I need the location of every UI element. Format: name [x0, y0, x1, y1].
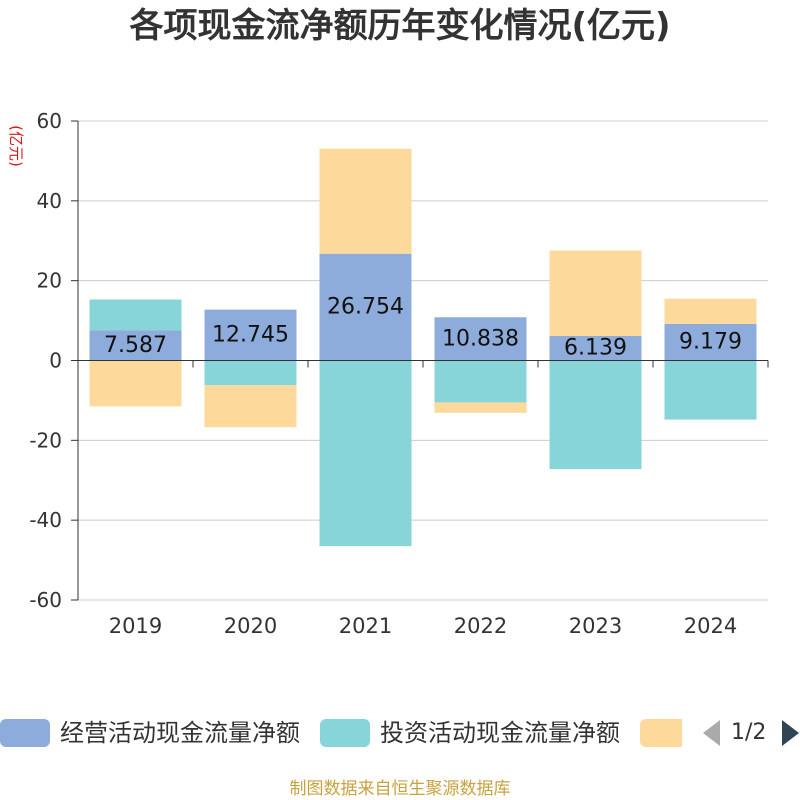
triangle-right-icon[interactable]	[782, 720, 799, 746]
legend-label: 经营活动现金流量净额	[60, 719, 300, 747]
legend-item-operating[interactable]: 经营活动现金流量净额	[0, 719, 300, 747]
triangle-left-icon[interactable]	[703, 720, 720, 746]
bar-series-2-2020	[205, 361, 297, 386]
x-tick-label: 2022	[454, 614, 507, 638]
bar-series-3-2020	[205, 385, 297, 427]
x-tick-label: 2019	[109, 614, 162, 638]
data-label: 9.179	[679, 330, 742, 355]
y-tick-label: 40	[37, 189, 62, 213]
data-label: 10.838	[442, 326, 519, 351]
bar-series-2-2024	[665, 361, 757, 420]
bar-series-2-2023	[550, 361, 642, 470]
legend: 经营活动现金流量净额 投资活动现金流量净额	[0, 719, 682, 749]
y-tick-label: 0	[49, 349, 62, 373]
legend-page-indicator: 1/2	[731, 719, 766, 747]
y-tick-label: -60	[29, 588, 62, 612]
y-tick-label: -20	[29, 428, 62, 452]
data-label: 6.139	[564, 336, 627, 361]
x-tick-label: 2023	[569, 614, 622, 638]
legend-swatch	[0, 719, 50, 747]
bar-series-3-2019	[90, 361, 182, 407]
chart-page: 各项现金流净额历年变化情况(亿元) (亿元) 60 40 20 0 -20 -40 -60 2…	[0, 0, 800, 800]
y-tick-label: 20	[37, 269, 62, 293]
legend-item-investing[interactable]: 投资活动现金流量净额	[320, 719, 620, 747]
data-label: 26.754	[327, 295, 404, 320]
bar-series-3-2023	[550, 251, 642, 336]
x-tick-label: 2024	[684, 614, 737, 638]
data-label: 12.745	[212, 323, 289, 348]
legend-swatch	[640, 719, 682, 747]
bar-series-2-2019	[90, 299, 182, 330]
y-tick-label: -40	[29, 508, 62, 532]
bar-series-3-2021	[320, 149, 412, 254]
x-tick-label: 2021	[339, 614, 392, 638]
data-label: 7.587	[104, 333, 167, 358]
source-footer: 制图数据来自恒生聚源数据库	[0, 779, 800, 799]
bar-series-3-2022	[435, 402, 527, 412]
legend-item-third[interactable]	[640, 719, 682, 747]
stacked-bar-chart: 60 40 20 0 -20 -40 -60 2019 2020 2021 2022 2023 2024…	[0, 0, 800, 660]
legend-swatch	[320, 719, 370, 747]
x-tick-label: 2020	[224, 614, 277, 638]
legend-label: 投资活动现金流量净额	[380, 719, 620, 747]
y-tick-label: 60	[37, 109, 62, 133]
bar-series-2-2022	[435, 361, 527, 403]
bar-series-2-2021	[320, 361, 412, 547]
bar-series-3-2024	[665, 299, 757, 324]
